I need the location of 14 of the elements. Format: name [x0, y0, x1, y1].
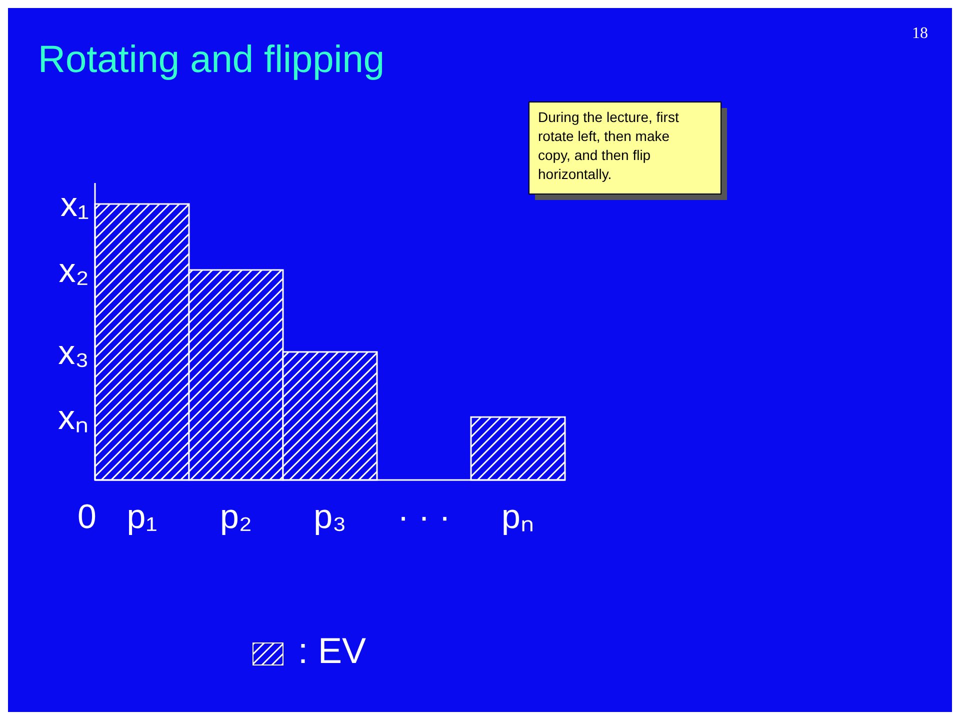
chart-title: Rotating and flipping: [38, 39, 384, 81]
text: xₙ: [58, 399, 89, 438]
x-tick-label: p₃: [314, 498, 346, 536]
text: x₃: [58, 334, 89, 372]
x-tick-label: pₙ: [502, 498, 534, 536]
text: 18: [912, 25, 928, 42]
legend-label: : EV: [298, 630, 366, 671]
x-tick-label: p₁: [126, 498, 158, 536]
x-tick-label: p₂: [220, 498, 252, 536]
x-tick-label: · · ·: [398, 498, 450, 536]
text: x₂: [58, 252, 89, 290]
text: 0: [78, 498, 96, 536]
text: x₁: [60, 186, 89, 224]
text: During the lecture, first rotate left, then make copy, and then flip horizontally.: [538, 109, 679, 182]
